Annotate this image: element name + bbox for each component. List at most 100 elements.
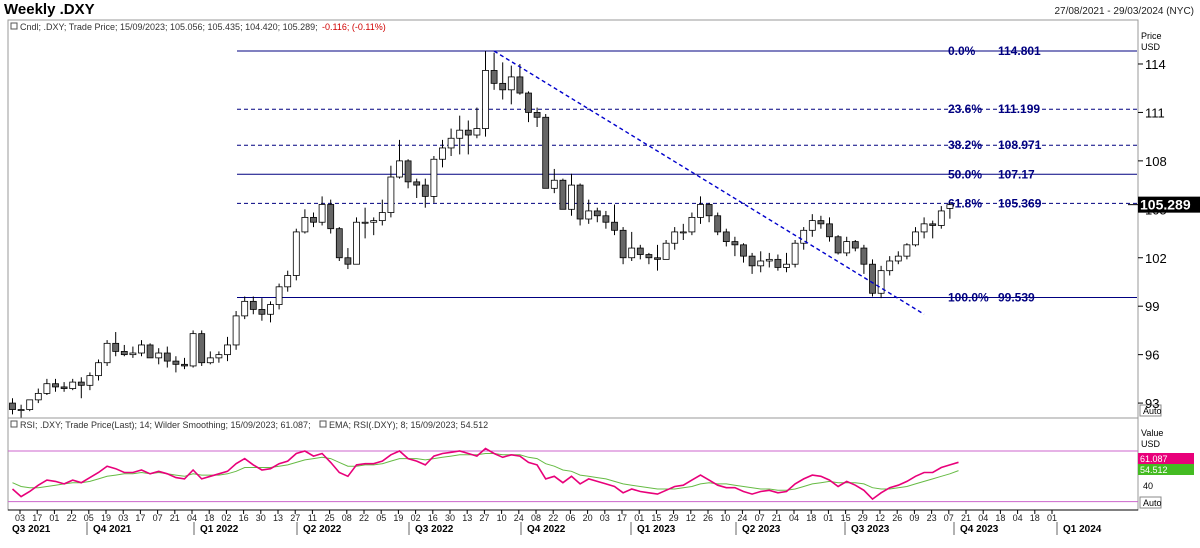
x-tick-label: 07 <box>153 513 163 523</box>
x-tick-label: 16 <box>428 513 438 523</box>
candle-body <box>198 333 206 364</box>
candle-body <box>60 386 68 389</box>
fib-value-label: 107.17 <box>998 167 1035 181</box>
candle-body <box>181 363 188 367</box>
x-tick-label: 22 <box>548 513 558 523</box>
candle-body <box>731 241 739 246</box>
x-tick-label: 11 <box>308 513 317 523</box>
candle-body <box>258 309 266 315</box>
x-tick-label: 01 <box>823 513 833 523</box>
candle-body <box>533 112 541 118</box>
x-tick-label: 22 <box>359 513 369 523</box>
candle-body <box>542 116 550 189</box>
x-tick-label: 04 <box>187 513 197 523</box>
candle-body <box>112 342 120 352</box>
x-tick-label: 05 <box>376 513 386 523</box>
period-label: Q2 2023 <box>742 524 781 535</box>
price-legend-change: -0.116; (-0.11%) <box>322 22 386 32</box>
y-tick-label: 102 <box>1145 251 1167 266</box>
candle-body <box>387 176 395 213</box>
candle-body <box>791 242 799 265</box>
candle-body <box>671 231 679 244</box>
x-tick-label: 10 <box>720 513 730 523</box>
x-tick-label: 08 <box>342 513 352 523</box>
x-tick-label: 15 <box>841 513 851 523</box>
candle-body <box>636 247 644 255</box>
candle-body <box>628 247 636 259</box>
candle-body <box>77 381 85 386</box>
x-tick-label: 25 <box>325 513 335 523</box>
date-range: 27/08/2021 - 29/03/2024 (NYC) <box>1054 6 1194 17</box>
legend-swatch <box>10 22 18 30</box>
candle-body <box>654 257 661 260</box>
candle-body <box>456 129 464 139</box>
x-tick-label: 06 <box>565 513 575 523</box>
last-price-group: 105.289 <box>1128 196 1200 213</box>
price-auto-button[interactable] <box>1139 404 1162 417</box>
last-price-label: 105.289 <box>1140 197 1191 213</box>
rsi-auto-button[interactable] <box>1139 496 1162 509</box>
candle-body <box>292 231 300 276</box>
candle-body <box>353 221 360 265</box>
candle-body <box>103 342 111 364</box>
chart-title: Weekly .DXY <box>4 1 95 18</box>
candle-body <box>172 360 180 365</box>
y-tick-label: 99 <box>1145 299 1159 314</box>
fib-percent-label: 61.8% <box>948 196 982 210</box>
price-panel-frame <box>7 19 1139 419</box>
price-axis-title: Price <box>1141 31 1162 41</box>
candle-body <box>774 258 782 268</box>
candle-body <box>404 160 412 183</box>
candle-body <box>327 204 335 230</box>
period-label: Q1 2022 <box>200 524 239 535</box>
candle-body <box>611 221 618 231</box>
x-tick-label: 29 <box>669 513 679 523</box>
candle-body <box>877 270 885 294</box>
x-tick-label: 02 <box>411 513 421 523</box>
rsi-legend-swatch <box>10 420 18 428</box>
candle-body <box>284 275 292 288</box>
rsi-last-bg <box>1138 453 1194 464</box>
x-tick-label: 17 <box>135 513 145 523</box>
rsi-series <box>11 447 959 501</box>
candle-body <box>826 223 833 238</box>
candle-body <box>9 402 16 410</box>
x-tick-label: 26 <box>892 513 902 523</box>
candle-body <box>860 247 868 265</box>
x-tick-label: 08 <box>531 513 541 523</box>
candle-body <box>550 179 558 189</box>
candle-body <box>146 344 154 359</box>
candle-body <box>886 260 894 272</box>
x-tick-label: 17 <box>32 513 42 523</box>
candle-body <box>473 128 481 136</box>
candle-body <box>215 354 223 359</box>
period-label: Q3 2022 <box>415 524 454 535</box>
candle-body <box>17 409 25 411</box>
x-tick-label: 19 <box>393 513 403 523</box>
candle-body <box>241 300 249 317</box>
candle-body <box>499 82 507 91</box>
price-y-ticks: 939699102105108111114 <box>1138 57 1167 411</box>
x-tick-label: 21 <box>170 513 180 523</box>
candle-body <box>740 244 747 257</box>
period-label: Q4 2022 <box>527 524 566 535</box>
x-tick-label: 15 <box>651 513 661 523</box>
price-legend-text: Cndl; .DXY; Trade Price; 15/09/2023; 105… <box>20 22 318 32</box>
candle-body <box>585 210 593 220</box>
rsi-lines <box>8 447 1138 503</box>
x-tick-label: 30 <box>445 513 455 523</box>
rsi-axis-unit: USD <box>1141 439 1161 449</box>
x-tick-label: 18 <box>995 513 1005 523</box>
x-tick-label: 19 <box>101 513 111 523</box>
candle-body <box>834 236 842 254</box>
candle-body <box>138 344 145 354</box>
candle-body <box>619 229 627 259</box>
candle-body <box>843 241 851 254</box>
candle-body <box>155 352 163 359</box>
y-tick-label: 108 <box>1145 154 1167 169</box>
x-tick-label: 22 <box>67 513 77 523</box>
x-tick-label: 07 <box>755 513 765 523</box>
x-tick-label: 30 <box>256 513 266 523</box>
fib-percent-label: 23.6% <box>948 102 982 116</box>
candle-body <box>559 179 567 210</box>
